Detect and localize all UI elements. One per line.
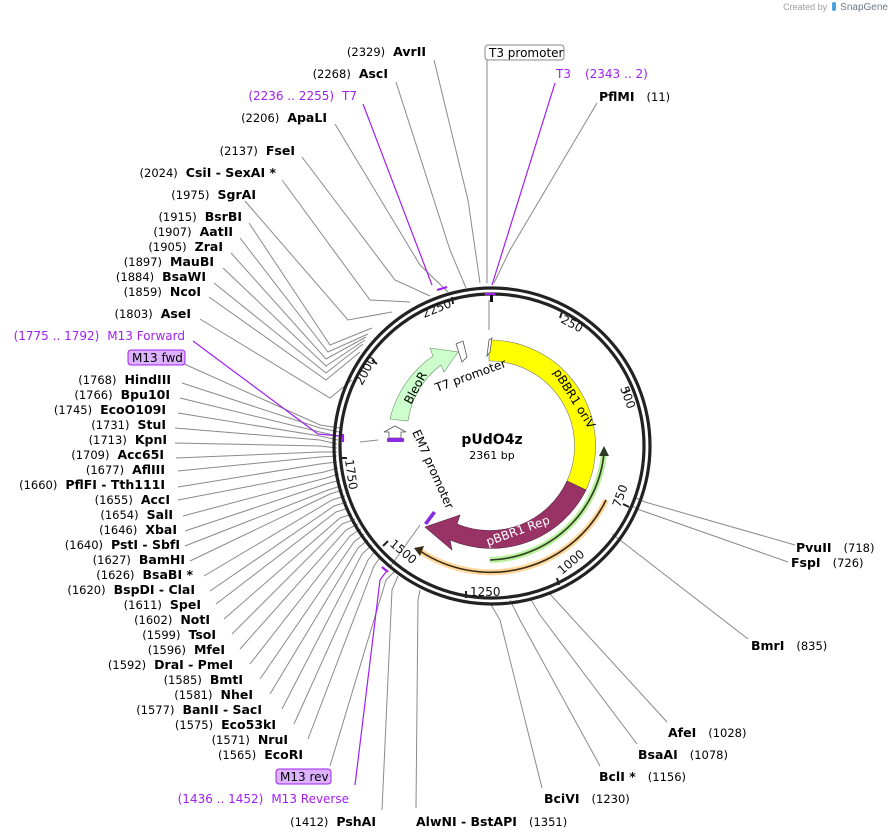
site-bcli[interactable]: BclI * (1156) bbox=[599, 769, 686, 784]
site-fspi[interactable]: FspI (726) bbox=[791, 555, 864, 570]
site-psti-sbfi[interactable]: (1640) PstI - SbfI bbox=[65, 537, 180, 552]
svg-text:2000: 2000 bbox=[352, 354, 379, 388]
svg-text:1750: 1750 bbox=[342, 458, 360, 490]
site-fsei[interactable]: (2137) FseI bbox=[220, 143, 295, 158]
credit-prefix: Created by bbox=[783, 2, 828, 12]
site-hindiii[interactable]: (1768) HindIII bbox=[78, 372, 171, 387]
site-bsawi[interactable]: (1884) BsaWI bbox=[116, 269, 206, 284]
credit-brand: SnapGene bbox=[840, 2, 888, 13]
tick-marks bbox=[340, 296, 631, 598]
svg-text:T3 promoter: T3 promoter bbox=[488, 46, 564, 60]
site-ecori[interactable]: (1565) EcoRI bbox=[218, 747, 303, 762]
site-mfei[interactable]: (1596) MfeI bbox=[148, 642, 225, 657]
feature-label-em7-promoter: EM7 promoter bbox=[409, 428, 456, 511]
site-tsoi[interactable]: (1599) TsoI bbox=[142, 627, 216, 642]
t3-promoter-box[interactable]: T3 promoter bbox=[484, 44, 565, 61]
site-kpni[interactable]: (1713) KpnI bbox=[89, 432, 167, 447]
primer-t7[interactable]: (2236 .. 2255) T7 bbox=[248, 89, 357, 103]
svg-text:500: 500 bbox=[617, 384, 638, 410]
site-afei[interactable]: AfeI (1028) bbox=[668, 725, 747, 740]
site-sgrai[interactable]: (1975) SgrAI bbox=[171, 187, 256, 202]
feature-pbbr1-rep[interactable] bbox=[424, 480, 587, 551]
plasmid-length: 2361 bp bbox=[469, 449, 514, 462]
site-drai-pmei[interactable]: (1592) DraI - PmeI bbox=[108, 657, 233, 672]
site-aatii[interactable]: (1907) AatII bbox=[153, 224, 233, 239]
site-maubi[interactable]: (1897) MauBI bbox=[124, 254, 214, 269]
site-pflmi[interactable]: PflMI (11) bbox=[599, 89, 670, 104]
site-bcivi[interactable]: BciVI (1230) bbox=[544, 791, 630, 806]
site-banii-saci[interactable]: (1577) BanII - SacI bbox=[136, 702, 262, 717]
snapgene-logo-icon bbox=[831, 2, 836, 11]
m13-rev-box[interactable]: M13 rev bbox=[275, 768, 332, 785]
primer-site-marker bbox=[424, 511, 436, 525]
em7-promoter-arrow[interactable] bbox=[383, 425, 407, 439]
site-avrii[interactable]: (2329) AvrII bbox=[347, 44, 426, 59]
plasmid-name: pUdO4z bbox=[461, 432, 522, 448]
t3-promoter-arrow[interactable] bbox=[486, 337, 493, 358]
site-nhei[interactable]: (1581) NheI bbox=[174, 687, 253, 702]
site-pshai[interactable]: (1412) PshAI bbox=[290, 814, 376, 829]
site-zrai[interactable]: (1905) ZraI bbox=[148, 239, 223, 254]
site-pflfi-tth111i[interactable]: (1660) PflFI - Tth111I bbox=[19, 477, 165, 492]
site-acci[interactable]: (1655) AccI bbox=[95, 492, 170, 507]
m13-fwd-box[interactable]: M13 fwd bbox=[127, 349, 186, 366]
site-alwni-bstapi[interactable]: AlwNI - BstAPI (1351) bbox=[416, 814, 567, 829]
snapgene-credit: Created by SnapGene bbox=[783, 2, 888, 13]
feature-bleor[interactable] bbox=[389, 347, 459, 422]
site-acc65i[interactable]: (1709) Acc65I bbox=[71, 447, 164, 462]
site-asei[interactable]: (1803) AseI bbox=[115, 306, 192, 321]
site-eco0109i[interactable]: (1745) EcoO109I bbox=[54, 402, 166, 417]
primer-m13-reverse[interactable]: (1436 .. 1452) M13 Reverse bbox=[178, 792, 349, 806]
site-pvuii[interactable]: PvuII (718) bbox=[796, 540, 874, 555]
svg-text:750: 750 bbox=[610, 483, 631, 509]
svg-text:1250: 1250 bbox=[470, 585, 501, 599]
site-bpu10i[interactable]: (1766) Bpu10I bbox=[74, 387, 170, 402]
site-bsrbi[interactable]: (1915) BsrBI bbox=[158, 209, 242, 224]
site-sali[interactable]: (1654) SalI bbox=[100, 507, 173, 522]
t7-promoter-arrow[interactable] bbox=[455, 340, 468, 363]
site-apali[interactable]: (2206) ApaLI bbox=[241, 110, 327, 125]
site-asci[interactable]: (2268) AscI bbox=[313, 66, 388, 81]
svg-text:2250: 2250 bbox=[420, 296, 454, 320]
site-bamhi[interactable]: (1627) BamHI bbox=[93, 552, 185, 567]
site-nrui[interactable]: (1571) NruI bbox=[212, 732, 288, 747]
site-eco53ki[interactable]: (1575) Eco53kI bbox=[175, 717, 276, 732]
site-bmri[interactable]: BmrI (835) bbox=[751, 638, 827, 653]
svg-text:M13 fwd: M13 fwd bbox=[132, 351, 183, 365]
site-bsabi[interactable]: (1626) BsaBI * bbox=[96, 567, 193, 582]
site-bmti[interactable]: (1585) BmtI bbox=[164, 672, 243, 687]
primer-marks bbox=[341, 285, 495, 573]
site-csii-sexai[interactable]: (2024) CsiI - SexAI * bbox=[140, 165, 277, 180]
site-noti[interactable]: (1602) NotI bbox=[134, 612, 210, 627]
enzyme-sites-right: PflMI (11) PvuII (718) FspI (726) BmrI (835)… bbox=[416, 89, 874, 829]
primer-leaders bbox=[192, 82, 556, 786]
primer-t3[interactable]: T3 (2343 .. 2) bbox=[555, 67, 648, 81]
enzyme-sites-left: (2329) AvrII (2268) AscI (2206) ApaLI (2137… bbox=[19, 44, 426, 829]
site-bsaai[interactable]: BsaAI (1078) bbox=[638, 747, 728, 762]
site-stui[interactable]: (1731) StuI bbox=[91, 417, 166, 432]
site-spei[interactable]: (1611) SpeI bbox=[124, 597, 201, 612]
site-afliii[interactable]: (1677) AflIII bbox=[86, 462, 165, 477]
svg-text:M13 rev: M13 rev bbox=[280, 770, 329, 784]
site-bspdi-clai[interactable]: (1620) BspDI - ClaI bbox=[67, 582, 195, 597]
site-xbai[interactable]: (1646) XbaI bbox=[99, 522, 177, 537]
site-ncoi[interactable]: (1859) NcoI bbox=[124, 284, 201, 299]
primer-m13-forward[interactable]: (1775 .. 1792) M13 Forward bbox=[14, 329, 185, 343]
